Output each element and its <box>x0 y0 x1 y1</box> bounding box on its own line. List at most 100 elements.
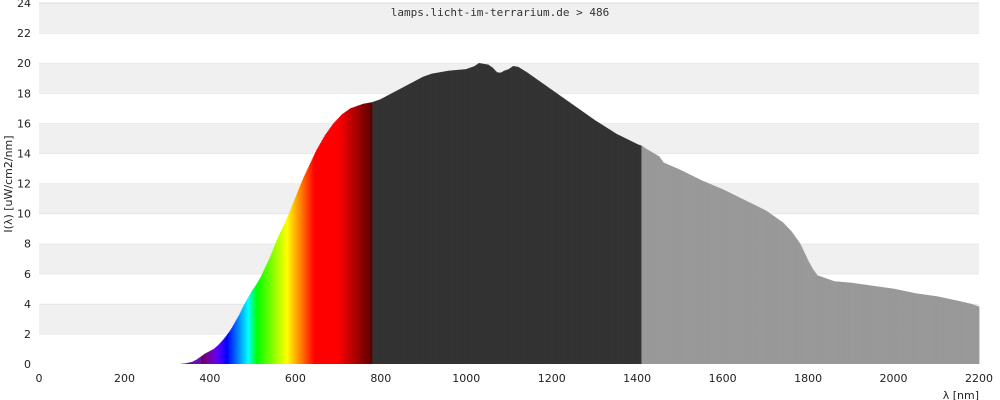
spectrum-bar <box>763 209 765 364</box>
spectrum-bar <box>300 183 302 364</box>
spectrum-bar <box>432 73 435 365</box>
spectrum-bar <box>797 241 800 364</box>
spectrum-bar <box>391 92 394 365</box>
spectrum-bar <box>390 93 392 364</box>
spectrum-bar <box>227 333 230 364</box>
spectrum-bar <box>427 74 430 364</box>
spectrum-bar <box>232 326 234 364</box>
spectrum-bar <box>209 350 212 364</box>
spectrum-bar <box>402 87 404 364</box>
spectrum-bar <box>406 85 408 364</box>
spectrum-bar <box>901 290 903 364</box>
spectrum-bar <box>585 113 587 364</box>
spectrum-bar <box>321 141 323 364</box>
spectrum-bar <box>908 292 911 364</box>
spectrum-bar <box>608 128 610 364</box>
spectrum-bar <box>457 69 459 365</box>
spectrum-bar <box>727 192 730 364</box>
spectrum-bar <box>421 77 424 364</box>
spectrum-bar <box>767 211 769 364</box>
spectrum-bar <box>803 252 806 364</box>
spectrum-bar <box>701 180 703 364</box>
spectrum-bar <box>264 267 266 364</box>
spectrum-bar <box>438 72 441 364</box>
spectrum-bar <box>528 73 530 364</box>
spectrum-bar <box>450 70 452 365</box>
spectrum-bar <box>691 175 693 364</box>
spectrum-bar <box>550 89 553 364</box>
spectrum-bar <box>257 281 260 364</box>
spectrum-bar <box>532 77 535 364</box>
spectrum-bar <box>591 117 593 364</box>
spectrum-bar <box>970 303 972 364</box>
spectrum-bar <box>634 143 636 364</box>
spectrum-bar <box>853 283 855 364</box>
spectrum-bar <box>484 64 486 365</box>
spectrum-bar <box>467 68 469 364</box>
spectrum-bar <box>441 71 443 364</box>
spectrum-bar <box>395 91 397 364</box>
spectrum-bar <box>792 234 794 364</box>
spectrum-bar <box>911 292 913 364</box>
spectrum-bar <box>820 276 823 364</box>
spectrum-bar <box>189 362 191 364</box>
spectrum-bar <box>761 208 764 364</box>
spectrum-bar <box>802 250 805 364</box>
spectrum-bar <box>779 220 781 364</box>
spectrum-bar <box>815 274 818 364</box>
spectrum-bar <box>774 217 777 364</box>
spectrum-bar <box>777 218 779 364</box>
spectrum-bar <box>203 354 205 364</box>
spectrum-bar <box>667 164 669 364</box>
spectrum-bar <box>676 168 678 364</box>
spectrum-bar <box>579 110 582 364</box>
spectrum-bar <box>305 172 307 364</box>
spectrum-bar <box>655 154 658 364</box>
spectrum-bar <box>337 118 339 364</box>
spectrum-bar <box>598 123 600 364</box>
spectrum-bar <box>215 346 218 364</box>
spectrum-bar <box>581 111 583 364</box>
spectrum-bar <box>577 108 579 365</box>
spectrum-bar <box>302 179 304 364</box>
spectrum-bar <box>769 213 771 364</box>
spectrum-bar <box>718 187 720 364</box>
spectrum-bar <box>593 119 595 365</box>
spectrum-bar <box>860 284 862 364</box>
spectrum-bar <box>296 194 298 364</box>
spectrum-bar <box>864 284 866 364</box>
spectrum-bar <box>347 110 349 364</box>
spectrum-bar <box>429 74 431 365</box>
spectrum-bar <box>540 82 542 365</box>
spectrum-bar <box>314 154 316 364</box>
spectrum-bar <box>633 142 636 364</box>
spectrum-bar <box>338 117 340 364</box>
spectrum-bar <box>705 182 707 364</box>
spectrum-bar <box>892 288 894 364</box>
spectrum-bar <box>710 184 712 364</box>
spectrum-bar <box>607 128 609 364</box>
spectrum-bar <box>518 67 520 364</box>
spectrum-bar <box>547 87 549 364</box>
spectrum-bar <box>358 105 360 365</box>
spectrum-bar <box>400 88 402 364</box>
spectrum-bar <box>811 267 813 364</box>
spectrum-bar <box>624 138 626 364</box>
spectrum-bar <box>702 181 705 364</box>
spectrum-bar <box>659 157 661 364</box>
spectrum-bar <box>742 199 744 364</box>
spectrum-bar <box>556 93 558 364</box>
spectrum-bar <box>764 210 766 364</box>
spectrum-bar <box>185 363 187 364</box>
spectrum-bar <box>657 155 659 364</box>
spectrum-bar <box>758 207 760 364</box>
spectrum-bar <box>832 280 834 364</box>
spectrum-bar <box>976 305 978 364</box>
spectrum-bar <box>477 63 479 364</box>
spectrum-bar <box>224 337 226 364</box>
spectrum-bar <box>781 222 783 364</box>
spectrum-bar <box>501 72 503 364</box>
spectrum-bar <box>250 291 253 364</box>
spectrum-bar <box>416 79 418 364</box>
spectrum-bar <box>297 190 300 364</box>
